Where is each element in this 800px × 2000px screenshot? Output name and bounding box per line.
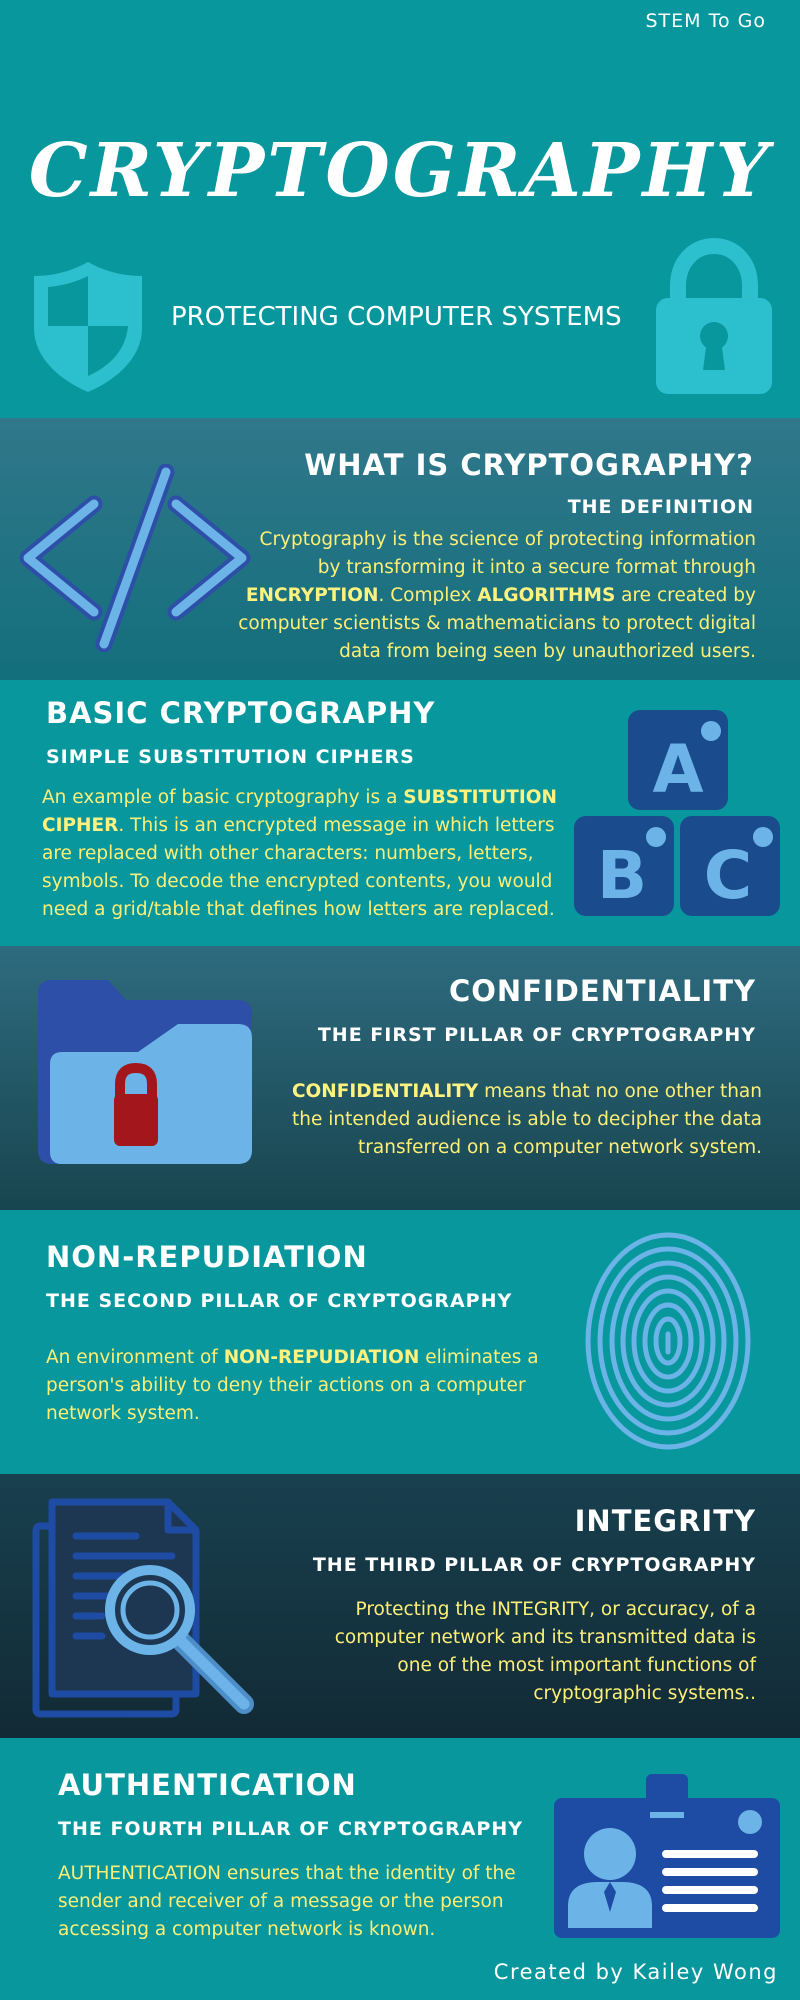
section-subheading: THE THIRD PILLAR OF CRYPTOGRAPHY [312, 1554, 756, 1576]
section-heading: INTEGRITY [574, 1504, 756, 1538]
section-subheading: THE FIRST PILLAR OF CRYPTOGRAPHY [317, 1024, 756, 1046]
abc-blocks-icon: A B C [574, 710, 780, 916]
page-title: CRYPTOGRAPHY [28, 128, 772, 214]
section-body: An example of basic cryptography is a SU… [42, 787, 557, 920]
section-subheading: SIMPLE SUBSTITUTION CIPHERS [46, 746, 415, 768]
section-heading: NON-REPUDIATION [46, 1240, 368, 1274]
id-badge-icon [554, 1774, 780, 1938]
brand-label: STEM To Go [645, 10, 766, 32]
locked-folder-icon [38, 980, 252, 1164]
section-subheading: THE SECOND PILLAR OF CRYPTOGRAPHY [46, 1290, 513, 1312]
section-what-is-cryptography: WHAT IS CRYPTOGRAPHY? THE DEFINITION Cry… [0, 418, 800, 680]
section-subheading: THE DEFINITION [567, 496, 754, 518]
fingerprint-icon [585, 1232, 751, 1450]
shield-icon [34, 262, 142, 392]
section-body: An environment of NON-REPUDIATION elimin… [46, 1347, 539, 1424]
block-a-letter: A [652, 731, 703, 808]
section-heading: AUTHENTICATION [58, 1768, 357, 1802]
section-confidentiality: CONFIDENTIALITY THE FIRST PILLAR OF CRYP… [0, 946, 800, 1210]
block-b-letter: B [597, 837, 647, 914]
padlock-icon [656, 238, 772, 394]
section-heading: CONFIDENTIALITY [448, 974, 756, 1008]
section-non-repudiation: NON-REPUDIATION THE SECOND PILLAR OF CRY… [0, 1210, 800, 1474]
section-body: Cryptography is the science of protectin… [238, 529, 756, 662]
section-subheading: THE FOURTH PILLAR OF CRYPTOGRAPHY [58, 1818, 524, 1840]
block-c-letter: C [704, 837, 752, 914]
section-heading: BASIC CRYPTOGRAPHY [46, 696, 436, 730]
section-heading: WHAT IS CRYPTOGRAPHY? [304, 448, 754, 482]
document-search-icon [32, 1498, 254, 1718]
section-basic-cryptography: BASIC CRYPTOGRAPHY SIMPLE SUBSTITUTION C… [0, 680, 800, 946]
subtitle: PROTECTING COMPUTER SYSTEMS [171, 302, 622, 332]
code-icon [19, 464, 251, 652]
section-body: AUTHENTICATION ensures that the identity… [58, 1863, 516, 1940]
header-section: STEM To Go CRYPTOGRAPHY PROTECTING COMPU… [0, 0, 800, 418]
section-body: CONFIDENTIALITY means that no one other … [291, 1081, 762, 1158]
section-authentication: AUTHENTICATION THE FOURTH PILLAR OF CRYP… [0, 1738, 800, 2000]
footer-credit: Created by Kailey Wong [493, 1960, 778, 1984]
section-body: Protecting the INTEGRITY, or accuracy, o… [334, 1599, 756, 1704]
section-integrity: INTEGRITY THE THIRD PILLAR OF CRYPTOGRAP… [0, 1474, 800, 1738]
